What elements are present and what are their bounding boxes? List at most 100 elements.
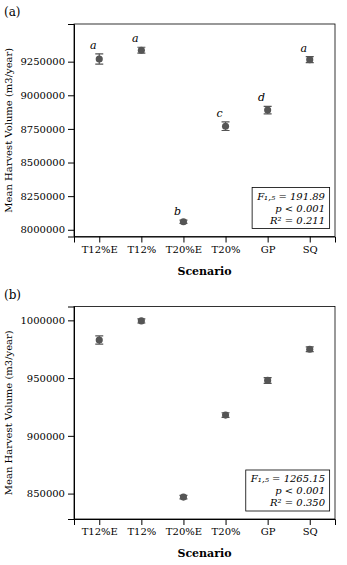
y-tick-mark [68,163,74,164]
error-bar [306,57,314,63]
y-tick-mark [68,62,74,63]
significance-letter: c [216,107,222,120]
y-tick-mark [68,320,74,321]
x-tick: T20%E [166,237,202,255]
x-tick-mark [183,237,184,243]
significance-letter: a [300,42,307,55]
point [222,411,229,418]
x-tick: T20% [212,519,241,537]
error-bar [264,378,272,384]
x-tick-mark [141,519,142,525]
point [306,56,313,63]
point [306,346,313,353]
y-axis-title: Mean Harvest Volume (m3/year) [3,330,14,495]
y-tick-label: 8000000 [20,224,65,235]
x-tick-label: GP [261,244,276,255]
y-tick-label: 9000000 [20,90,65,101]
x-tick-label: T20%E [166,244,202,255]
x-tick-label: T20%E [166,526,202,537]
stat-box: F₁,₅ = 191.89p < 0.001R² = 0.211 [252,188,329,229]
point [222,123,229,130]
figure: T12%E T12% T20%E T20% GP SQ 8000000 8250000 8500… [0,0,347,565]
y-tick-mark [68,230,74,231]
x-tick-label: GP [261,526,276,537]
error-bar-cap [95,53,103,54]
stat-line: F₁,₅ = 1265.15 [250,473,325,484]
x-tick-label: SQ [303,244,318,255]
y-axis-line [68,307,75,520]
y-tick-mark [68,95,74,96]
y-tick: 9250000 [20,56,74,67]
error-bar [222,122,230,131]
y-tick-label: 950000 [27,373,65,384]
y-axis: 850000 900000 950000 1000000 [20,307,74,520]
y-tick-mark [68,129,74,130]
y-tick-label: 8250000 [20,191,65,202]
stat-line: F₁,₅ = 191.89 [256,191,325,202]
x-tick: GP [261,237,276,255]
point [180,218,187,225]
y-tick-mark [68,378,74,379]
point [264,377,271,384]
y-tick-label: 8500000 [20,157,65,168]
error-bar-cap [95,335,103,336]
x-axis: T12%E T12% T20%E T20% GP SQ [75,237,336,255]
x-axis-title: Scenario [177,547,231,560]
x-tick-label: T20% [212,244,241,255]
y-tick-label: 850000 [27,488,65,499]
x-tick: T12%E [82,519,118,537]
y-axis-title: Mean Harvest Volume (m3/year) [3,48,14,213]
error-bar-cap [95,63,103,64]
y-axis-line [68,25,75,238]
point [264,107,271,114]
panel: T12%E T12% T20%E T20% GP SQ 8000000 8250000 8500… [3,5,336,278]
point [138,317,145,324]
error-bar [95,54,103,64]
stat-line: R² = 0.350 [269,497,326,508]
stat-text: F₁,₅ = 1265.15p < 0.001R² = 0.350 [250,473,326,508]
stat-line: p < 0.001 [275,485,325,496]
panel: T12%E T12% T20%E T20% GP SQ 850000 900000 950000… [3,288,336,561]
error-bar [95,336,103,344]
error-bar [264,106,272,114]
significance-letter: b [174,205,181,218]
x-tick-mark [183,519,184,525]
x-tick-mark [99,519,100,525]
y-tick-mark [68,436,74,437]
x-tick-mark [310,519,311,525]
y-tick-label: 1000000 [20,315,65,326]
x-tick-label: T12% [127,526,156,537]
y-tick: 900000 [27,431,74,442]
error-bar-cap [222,130,230,131]
stat-line: p < 0.001 [275,203,325,214]
stat-line: R² = 0.211 [269,215,325,226]
y-tick-label: 9250000 [20,56,65,67]
y-tick-label: 8750000 [20,124,65,135]
y-axis: 8000000 8250000 8500000 8750000 9000000 92500… [20,25,74,238]
error-bar-cap [95,343,103,344]
x-tick: SQ [303,519,318,537]
x-tick: SQ [303,237,318,255]
point [138,47,145,54]
y-tick-label: 900000 [27,431,65,442]
x-tick-label: T12%E [82,526,118,537]
x-tick-mark [310,237,311,243]
stat-box-frame [246,470,330,511]
error-bar-cap [222,121,230,122]
x-tick: T12% [127,519,156,537]
y-tick: 1000000 [20,315,74,326]
significance-letter: a [132,32,139,45]
x-tick-label: T12% [127,244,156,255]
stat-text: F₁,₅ = 191.89p < 0.001R² = 0.211 [256,191,325,226]
point [96,55,103,62]
x-tick-mark [226,237,227,243]
y-tick-mark [68,196,74,197]
panel-label: (b) [4,288,21,302]
y-tick-mark [68,494,74,495]
x-tick: T12%E [82,237,118,255]
x-tick-mark [226,519,227,525]
y-tick: 9000000 [20,90,74,101]
x-axis-title: Scenario [177,265,231,278]
x-tick: T20% [212,237,241,255]
x-tick-mark [141,237,142,243]
